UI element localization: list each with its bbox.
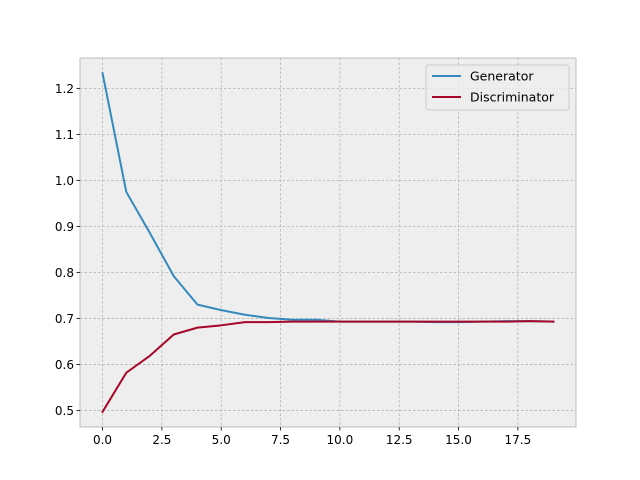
x-tick-label: 5.0: [212, 433, 231, 447]
legend-label-generator: Generator: [470, 69, 534, 84]
series-line-discriminator: [101, 320, 555, 414]
x-tick-label: 0.0: [93, 433, 112, 447]
y-axis-ticks: 0.5 0.6 0.7 0.8 0.9 1.0 1.1 1.2: [55, 82, 80, 418]
y-tick-label: 0.8: [55, 266, 74, 280]
x-axis-ticks: 0.0 2.5 5.0 7.5 10.0 12.5 15.0 17.5: [93, 427, 531, 447]
y-tick-label: 1.1: [55, 128, 74, 142]
x-tick-label: 17.5: [504, 433, 531, 447]
gridlines: [80, 58, 576, 427]
x-tick-label: 15.0: [445, 433, 472, 447]
x-tick-label: 2.5: [152, 433, 171, 447]
plot-frame: [79, 57, 577, 428]
x-tick-label: 7.5: [271, 433, 290, 447]
legend: Generator Discriminator: [425, 64, 570, 111]
y-tick-label: 0.6: [55, 358, 74, 372]
x-tick-label: 12.5: [386, 433, 413, 447]
y-tick-label: 1.2: [55, 82, 74, 96]
y-tick-label: 1.0: [55, 174, 74, 188]
y-tick-label: 0.9: [55, 220, 74, 234]
y-tick-label: 0.7: [55, 312, 74, 326]
x-tick-label: 10.0: [327, 433, 354, 447]
series-lines: [101, 72, 555, 414]
legend-box: [425, 64, 570, 111]
plot-area: [80, 58, 576, 427]
y-tick-label: 0.5: [55, 404, 74, 418]
legend-label-discriminator: Discriminator: [470, 90, 555, 105]
